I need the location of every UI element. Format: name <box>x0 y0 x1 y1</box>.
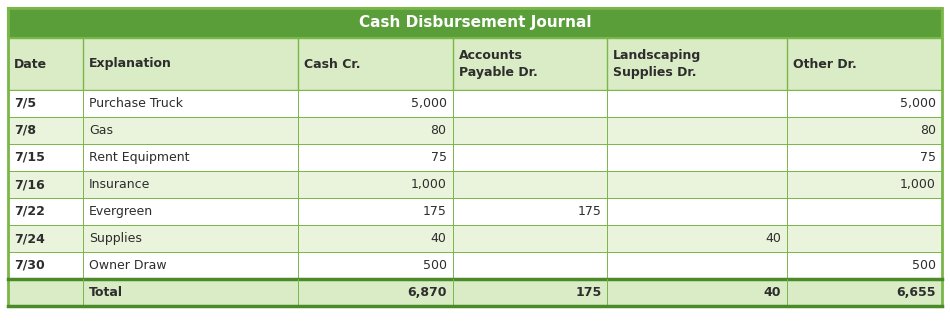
Text: 80: 80 <box>920 124 936 137</box>
Text: Owner Draw: Owner Draw <box>89 259 166 272</box>
Text: 175: 175 <box>575 286 601 299</box>
Bar <box>8 252 942 279</box>
Text: 7/8: 7/8 <box>14 124 36 137</box>
Text: Other Dr.: Other Dr. <box>793 57 857 71</box>
Bar <box>8 38 942 90</box>
Bar <box>8 117 942 144</box>
Text: 5,000: 5,000 <box>410 97 446 110</box>
Text: Total: Total <box>89 286 123 299</box>
Text: 80: 80 <box>430 124 446 137</box>
Text: 40: 40 <box>764 286 781 299</box>
Text: Date: Date <box>14 57 48 71</box>
Text: 75: 75 <box>430 151 446 164</box>
Text: Insurance: Insurance <box>89 178 150 191</box>
Text: 6,870: 6,870 <box>407 286 446 299</box>
Text: 7/15: 7/15 <box>14 151 45 164</box>
Text: 75: 75 <box>920 151 936 164</box>
Bar <box>8 171 942 198</box>
Text: 7/22: 7/22 <box>14 205 45 218</box>
Text: 7/5: 7/5 <box>14 97 36 110</box>
Text: 40: 40 <box>766 232 781 245</box>
Text: 1,000: 1,000 <box>901 178 936 191</box>
Text: Evergreen: Evergreen <box>89 205 153 218</box>
Text: 7/24: 7/24 <box>14 232 45 245</box>
Text: Explanation: Explanation <box>89 57 172 71</box>
Bar <box>8 144 942 171</box>
Text: 500: 500 <box>423 259 446 272</box>
Text: 40: 40 <box>430 232 446 245</box>
Text: 7/16: 7/16 <box>14 178 45 191</box>
Bar <box>8 90 942 117</box>
Bar <box>8 8 942 38</box>
Bar <box>8 225 942 252</box>
Bar <box>8 198 942 225</box>
Text: Purchase Truck: Purchase Truck <box>89 97 183 110</box>
Text: 175: 175 <box>578 205 601 218</box>
Text: 175: 175 <box>423 205 446 218</box>
Text: 1,000: 1,000 <box>410 178 446 191</box>
Bar <box>8 279 942 306</box>
Bar <box>8 8 942 306</box>
Text: Accounts
Payable Dr.: Accounts Payable Dr. <box>459 49 538 79</box>
Text: 500: 500 <box>912 259 936 272</box>
Text: Cash Cr.: Cash Cr. <box>304 57 360 71</box>
Text: Landscaping
Supplies Dr.: Landscaping Supplies Dr. <box>614 49 702 79</box>
Text: 7/30: 7/30 <box>14 259 45 272</box>
Text: Gas: Gas <box>89 124 113 137</box>
Text: Cash Disbursement Journal: Cash Disbursement Journal <box>359 15 591 31</box>
Text: Supplies: Supplies <box>89 232 142 245</box>
Text: 5,000: 5,000 <box>900 97 936 110</box>
Text: Rent Equipment: Rent Equipment <box>89 151 189 164</box>
Text: 6,655: 6,655 <box>897 286 936 299</box>
